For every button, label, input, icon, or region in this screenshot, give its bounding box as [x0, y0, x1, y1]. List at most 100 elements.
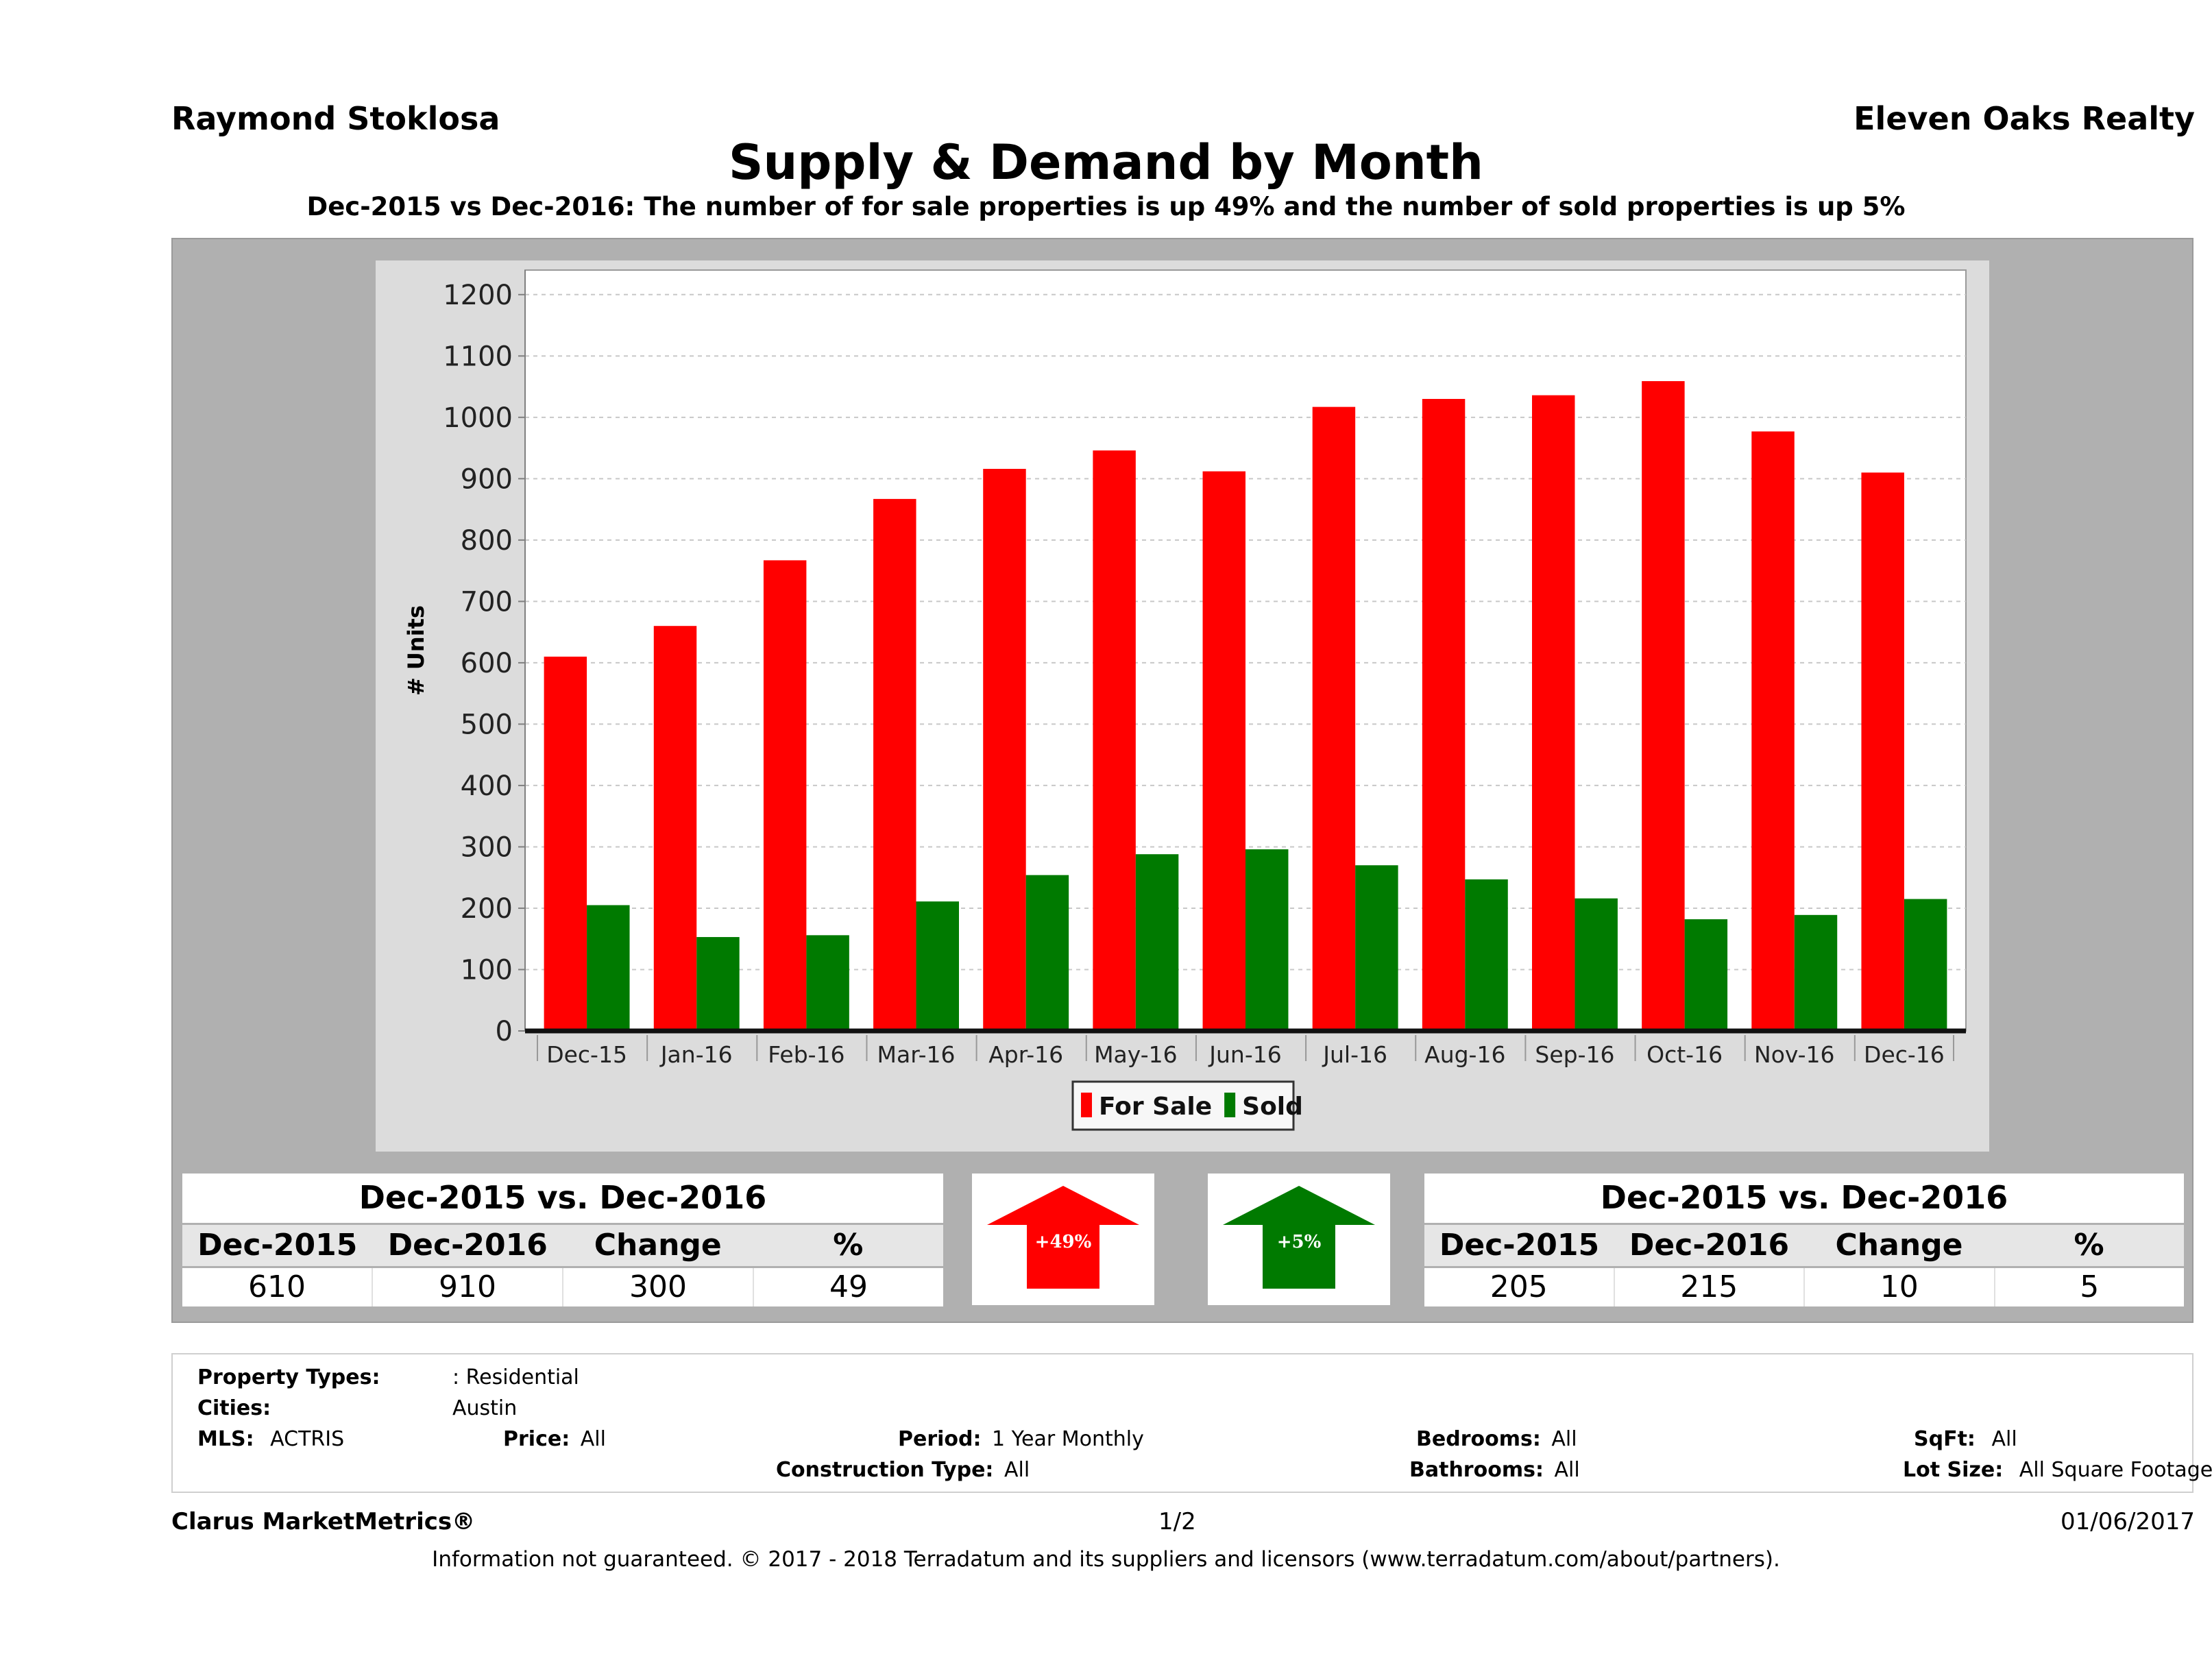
lot-size-value: All Square Footage	[2019, 1458, 2212, 1482]
y-tick-label: 600	[461, 648, 513, 679]
chart-area: 0 100 200 300 400 500 600 700 800 900 1000 1100 1200…	[376, 260, 1989, 1152]
up-arrow-icon	[987, 1186, 1139, 1289]
y-tick-label: 1000	[443, 402, 513, 434]
mls-label: MLS:	[197, 1427, 254, 1451]
bar-sold-jun-16	[1245, 849, 1289, 1031]
mls-value: ACTRIS	[270, 1427, 345, 1451]
y-tick-label: 1200	[443, 280, 513, 311]
x-tick-label: Sep-16	[1535, 1041, 1614, 1068]
y-tick-label: 700	[461, 586, 513, 618]
bar-for-sale-sep-16	[1532, 395, 1575, 1031]
x-tick-label: Oct-16	[1646, 1041, 1723, 1068]
bedrooms-value: All	[1551, 1427, 1577, 1451]
bar-sold-may-16	[1135, 854, 1179, 1031]
y-tick-label: 900	[461, 463, 513, 495]
bar-sold-nov-16	[1794, 914, 1838, 1031]
price-label: Price:	[503, 1427, 570, 1451]
bedrooms-label: Bedrooms:	[1416, 1427, 1541, 1451]
col-percent: %	[833, 1228, 864, 1263]
x-tick-label: Aug-16	[1424, 1041, 1505, 1068]
for-sale-summary-header-row: Dec-2015 Dec-2016 Change %	[182, 1223, 943, 1268]
sold-summary-heading: Dec-2015 vs. Dec-2016	[1600, 1179, 2008, 1216]
for-sale-change-label: +49%	[1035, 1232, 1092, 1252]
footer-page-number: 1/2	[1158, 1508, 1196, 1535]
chart-title: Supply & Demand by Month	[729, 134, 1483, 191]
x-tick-label: May-16	[1094, 1041, 1178, 1068]
sold-summary-values-row: 205 215 10 5	[1424, 1268, 2184, 1306]
x-tick-label: Feb-16	[768, 1041, 844, 1068]
bar-for-sale-dec-15	[544, 656, 587, 1031]
lot-size-label: Lot Size:	[1903, 1458, 2004, 1482]
for-sale-change-arrow: +49%	[972, 1174, 1154, 1305]
bar-sold-sep-16	[1575, 898, 1618, 1031]
agent-name: Raymond Stoklosa	[171, 100, 500, 137]
legend-box	[1071, 1080, 1295, 1131]
y-tick-label: 500	[461, 709, 513, 740]
y-tick-label: 400	[461, 770, 513, 802]
x-tick-label: Apr-16	[988, 1041, 1063, 1068]
value-dec-2015: 610	[248, 1269, 306, 1304]
bar-for-sale-jun-16	[1202, 471, 1245, 1031]
for-sale-summary-values-row: 610 910 300 49	[182, 1268, 943, 1306]
cities-label: Cities:	[197, 1396, 271, 1420]
report-criteria: Property Types: : Residential Cities: Au…	[171, 1353, 2212, 1493]
bar-sold-jul-16	[1355, 865, 1398, 1031]
period-label: Period:	[898, 1427, 982, 1451]
bar-sold-apr-16	[1025, 875, 1069, 1031]
bathrooms-value: All	[1554, 1458, 1580, 1482]
bar-for-sale-nov-16	[1751, 431, 1795, 1031]
y-tick-label: 200	[461, 893, 513, 925]
footer-brand: Clarus MarketMetrics®	[171, 1508, 476, 1535]
bar-for-sale-dec-16	[1861, 472, 1904, 1031]
footer-disclaimer: Information not guaranteed. © 2017 - 201…	[432, 1547, 1780, 1572]
bar-for-sale-apr-16	[983, 469, 1026, 1031]
x-tick-label: Jul-16	[1322, 1041, 1387, 1068]
value-dec-2015: 205	[1490, 1269, 1548, 1304]
value-change: 10	[1803, 1268, 1994, 1306]
x-tick-label: Dec-16	[1864, 1041, 1945, 1068]
footer-date: 01/06/2017	[2061, 1508, 2195, 1535]
legend-swatch-sold	[1224, 1093, 1236, 1117]
value-percent: 49	[753, 1268, 943, 1306]
sold-change-arrow: +5%	[1208, 1174, 1390, 1305]
legend-label-sold: Sold	[1242, 1093, 1303, 1121]
period-value: 1 Year Monthly	[992, 1427, 1144, 1451]
construction-type-value: All	[1004, 1458, 1030, 1482]
bar-for-sale-feb-16	[763, 560, 807, 1031]
col-dec-2015: Dec-2015	[197, 1228, 358, 1263]
col-change: Change	[1835, 1228, 1963, 1263]
construction-type-label: Construction Type:	[776, 1458, 994, 1482]
x-tick-label: Dec-15	[546, 1041, 627, 1068]
for-sale-summary-heading: Dec-2015 vs. Dec-2016	[358, 1179, 767, 1216]
bar-sold-mar-16	[916, 901, 959, 1031]
y-tick-label: 300	[461, 831, 513, 863]
value-dec-2016: 910	[372, 1268, 562, 1306]
bar-for-sale-aug-16	[1422, 398, 1466, 1031]
col-dec-2016: Dec-2016	[387, 1228, 548, 1263]
brokerage-name: Eleven Oaks Realty	[1854, 100, 2195, 137]
price-value: All	[580, 1427, 606, 1451]
sold-change-label: +5%	[1277, 1232, 1322, 1252]
for-sale-summary-table: Dec-2015 vs. Dec-2016 Dec-2015 Dec-2016 …	[182, 1174, 943, 1306]
bathrooms-label: Bathrooms:	[1409, 1458, 1544, 1482]
sold-summary-table: Dec-2015 vs. Dec-2016 Dec-2015 Dec-2016 …	[1424, 1174, 2184, 1306]
sqft-value: All	[1991, 1427, 2017, 1451]
col-dec-2015: Dec-2015	[1439, 1228, 1600, 1263]
y-tick-label: 0	[496, 1016, 513, 1047]
bar-sold-dec-16	[1904, 899, 1947, 1031]
bar-for-sale-oct-16	[1642, 381, 1685, 1031]
property-types-label: Property Types:	[197, 1365, 380, 1389]
y-tick-label: 800	[461, 525, 513, 557]
y-tick-label: 1100	[443, 341, 513, 372]
cities-value: Austin	[452, 1396, 518, 1420]
legend-swatch-for-sale	[1081, 1093, 1092, 1117]
col-change: Change	[594, 1228, 722, 1263]
value-percent: 5	[1993, 1268, 2185, 1306]
x-tick-label: Nov-16	[1754, 1041, 1834, 1068]
bar-for-sale-jan-16	[653, 626, 697, 1031]
value-dec-2016: 215	[1613, 1268, 1804, 1306]
col-percent: %	[2074, 1228, 2104, 1263]
bar-chart: 0 100 200 300 400 500 600 700 800 900 1000 1100 1200…	[403, 269, 1967, 1131]
bar-sold-dec-15	[587, 905, 630, 1031]
bar-sold-feb-16	[806, 935, 849, 1031]
